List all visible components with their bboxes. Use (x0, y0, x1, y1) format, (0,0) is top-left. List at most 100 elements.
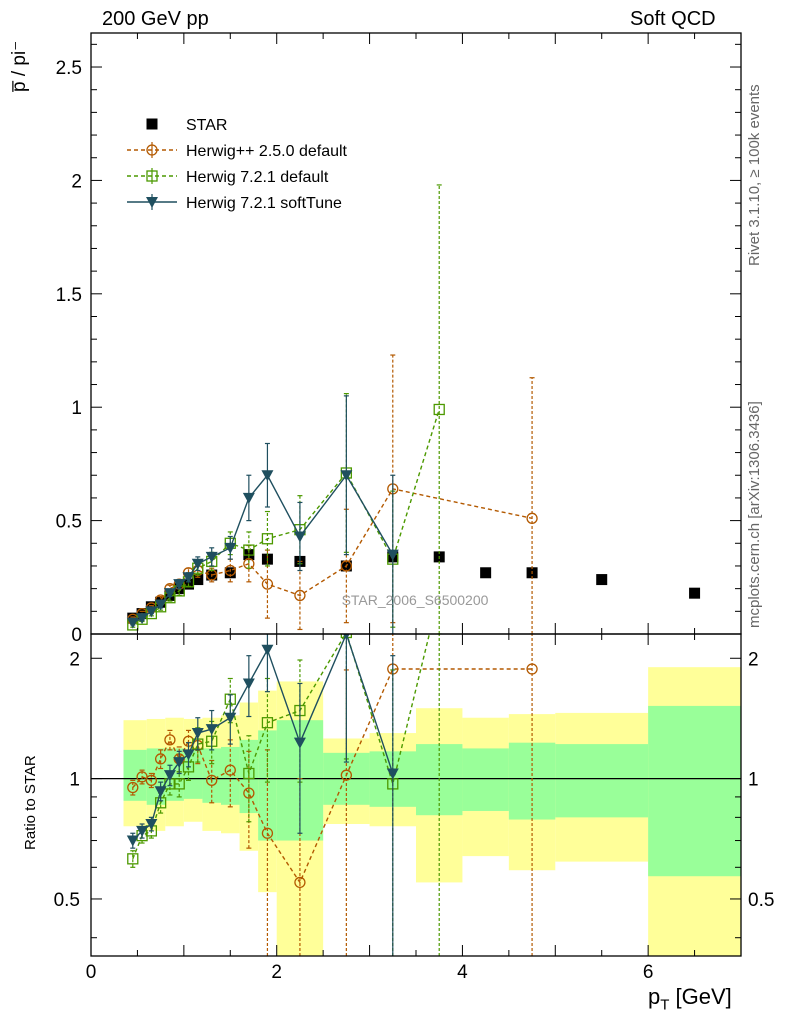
data-point (294, 876, 306, 889)
data-point (126, 617, 139, 629)
data-point (206, 774, 218, 787)
legend-marker (146, 144, 158, 156)
data-point (145, 818, 158, 830)
data-point (261, 533, 274, 545)
analysis-watermark: STAR_2006_S6500200 (342, 592, 489, 608)
ratio-band-inner (648, 705, 741, 877)
data-point (136, 613, 149, 625)
main-y-axis-title: p̅ / pi⁻ (9, 40, 30, 92)
legend-label: Herwig++ 2.5.0 default (186, 143, 348, 160)
data-point (173, 778, 185, 790)
data-point (293, 531, 306, 543)
ratio-y-tick-label-right: 0.5 (748, 890, 774, 911)
data-point (205, 551, 218, 563)
data-point (173, 579, 186, 591)
x-tick-label: 0 (86, 962, 97, 983)
legend-label: Herwig 7.2.1 softTune (186, 195, 342, 212)
y-tick-label: 0.5 (56, 512, 82, 533)
star-data-point (192, 574, 204, 586)
data-point (340, 470, 353, 482)
star-data-point (480, 567, 492, 579)
data-point (154, 599, 167, 611)
data-point (261, 644, 274, 656)
mcplots-reference-label: mcplots.cern.ch [arXiv:1306.3436] (746, 401, 763, 628)
data-point (243, 544, 255, 556)
legend-entry: Herwig 7.2.1 softTune (127, 194, 342, 212)
data-point (163, 770, 176, 782)
data-point (191, 558, 204, 570)
y-tick-label: 2.5 (56, 58, 82, 79)
main-series-star (127, 549, 701, 624)
ratio-series-soft (126, 634, 399, 956)
data-point (182, 749, 195, 761)
data-point (242, 492, 255, 504)
data-point (526, 512, 538, 524)
legend-marker (146, 170, 158, 182)
data-point (261, 578, 274, 590)
data-point (154, 753, 167, 765)
data-point (293, 737, 306, 749)
x-axis-title-unit: [GeV] (669, 984, 732, 1009)
x-tick-label: 4 (457, 962, 468, 983)
ratio-band-inner (462, 748, 509, 811)
category-label: Soft QCD (630, 8, 716, 30)
x-axis-title: pT [GeV] (648, 984, 732, 1013)
x-tick-label: 2 (271, 962, 282, 983)
ratio-y-tick-label: 0.5 (54, 890, 80, 911)
data-point (261, 470, 274, 482)
data-point (386, 549, 399, 561)
y-tick-label: 2 (71, 171, 82, 192)
legend-entry: Herwig 7.2.1 default (127, 168, 329, 186)
legend-entry: Herwig++ 2.5.0 default (127, 142, 348, 160)
data-point (127, 781, 139, 794)
data-point (340, 769, 353, 781)
data-point (154, 786, 167, 798)
star-data-point (224, 567, 236, 579)
series-line (132, 634, 431, 860)
series-line (132, 668, 533, 884)
data-point (340, 560, 353, 572)
legend-marker (146, 118, 158, 130)
ratio-band-inner (183, 749, 203, 799)
ratio-y-axis-title: Ratio to STAR (22, 755, 39, 850)
ratio-bands (123, 667, 741, 956)
data-point (242, 678, 255, 690)
x-axis-title-subscript: T (660, 996, 670, 1014)
ratio-y-tick-label-right: 1 (748, 770, 759, 791)
series-line (132, 409, 440, 626)
y-tick-label: 1 (71, 398, 82, 419)
data-point (343, 634, 350, 640)
data-point (191, 728, 204, 740)
star-data-point (596, 574, 608, 586)
main-series-h721 (127, 184, 445, 634)
data-point (127, 853, 139, 865)
ratio-y-tick-label-right: 2 (748, 649, 759, 670)
series-line (132, 488, 533, 620)
data-point (224, 564, 236, 577)
data-point (224, 712, 237, 724)
data-point (173, 757, 186, 769)
data-point (294, 589, 306, 602)
legend-label: Herwig 7.2.1 default (186, 169, 329, 186)
data-point (126, 835, 139, 847)
ratio-band-inner (555, 744, 649, 818)
ratio-y-tick-label: 1 (69, 770, 80, 791)
main-series-soft (126, 395, 399, 634)
data-point (433, 403, 445, 416)
data-point (386, 768, 399, 780)
data-point (224, 764, 236, 776)
data-point (261, 827, 274, 839)
x-tick-label: 6 (643, 962, 654, 983)
y-tick-label: 0 (71, 625, 82, 646)
data-point (243, 767, 255, 780)
data-point (145, 774, 158, 787)
energy-label: 200 GeV pp (102, 8, 209, 30)
ratio-band-inner (123, 749, 147, 801)
data-point (164, 734, 176, 746)
star-data-point (689, 587, 701, 599)
data-point (224, 542, 237, 554)
data-point (182, 572, 195, 584)
data-point (243, 787, 255, 799)
legend-marker (146, 197, 158, 208)
